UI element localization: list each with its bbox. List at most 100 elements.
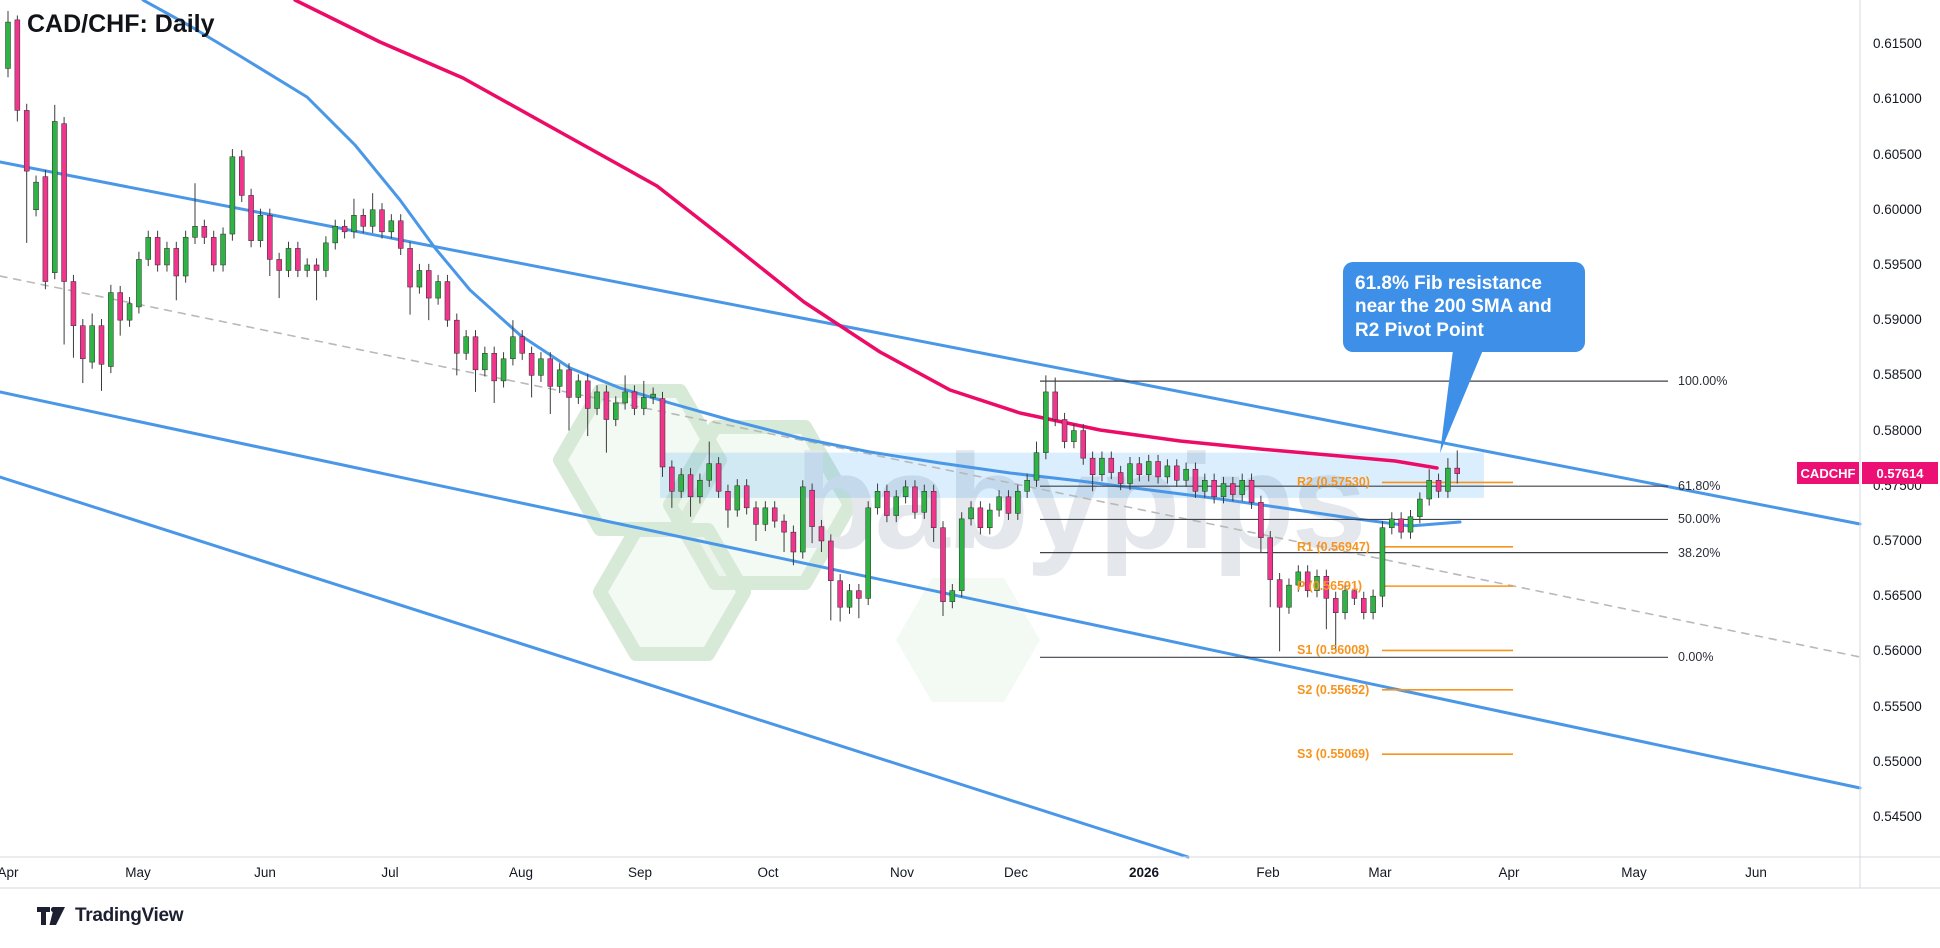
price-axis-label: 0.54500 — [1873, 808, 1922, 824]
candle-body-down — [14, 19, 21, 111]
candle-body-up — [1043, 391, 1049, 453]
candle-body-down — [818, 526, 825, 542]
candle-body-up — [1202, 479, 1208, 492]
candle — [687, 468, 694, 517]
candle — [482, 346, 488, 377]
candle — [1099, 451, 1105, 482]
candle-body-down — [1361, 598, 1367, 613]
candle-body-up — [1164, 465, 1171, 478]
candle-body-down — [248, 195, 254, 241]
candle-body-up — [1220, 483, 1227, 498]
candle-body-up — [136, 259, 142, 308]
candle — [1426, 469, 1432, 506]
annotation-callout[interactable]: 61.8% Fib resistance near the 200 SMA an… — [1343, 262, 1585, 353]
candle-body-down — [61, 123, 67, 282]
candle — [846, 584, 853, 614]
candle — [1230, 476, 1236, 502]
candle — [547, 352, 554, 414]
candle — [1267, 531, 1273, 608]
candle-body-down — [1192, 468, 1199, 492]
candle — [98, 319, 105, 391]
candle-body-down — [407, 248, 413, 288]
candle — [734, 479, 741, 517]
candle — [407, 241, 413, 315]
candle-body-down — [454, 319, 460, 354]
candle-body-up — [874, 491, 881, 509]
candle-body-down — [1258, 502, 1264, 538]
candle-body-up — [706, 463, 712, 481]
candle-body-down — [1155, 461, 1161, 478]
fib-level-label: 100.00% — [1678, 374, 1728, 389]
price-axis-label: 0.56500 — [1873, 588, 1922, 604]
candle — [164, 241, 170, 272]
candle-body-down — [23, 110, 30, 172]
candle — [706, 441, 712, 487]
candle — [1435, 473, 1442, 498]
time-axis-label: 2026 — [1128, 865, 1160, 880]
candle — [397, 214, 404, 256]
candle-body-down — [1136, 463, 1143, 475]
candle — [1155, 454, 1161, 484]
candle-body-down — [341, 226, 348, 233]
tradingview-logo[interactable]: TradingView — [36, 903, 184, 929]
candle — [1351, 584, 1358, 605]
time-axis[interactable]: Apr May Jun Jul Aug Sep Oct Nov Dec 2026 Feb Mar Apr… — [0, 857, 1940, 888]
candle-body-up — [622, 391, 628, 404]
candle-body-down — [930, 491, 937, 528]
candle-body-up — [1314, 576, 1320, 591]
candle-body-down — [239, 156, 245, 196]
price-axis[interactable]: 0.61500 0.61000 0.60500 0.60000 0.59500 0.590… — [1860, 0, 1940, 888]
time-axis-label: Jun — [1745, 865, 1767, 880]
candle — [753, 501, 759, 541]
candle-body-up — [500, 358, 507, 382]
candle — [89, 313, 95, 369]
tradingview-logo-text: TradingView — [75, 905, 184, 926]
time-axis-label: May — [1621, 865, 1647, 880]
channel-midline-dashed — [0, 275, 1861, 658]
candle — [435, 274, 441, 305]
candle — [61, 117, 67, 345]
candle-body-down — [781, 520, 787, 533]
candle — [743, 479, 750, 515]
candle-body-up — [1417, 498, 1423, 517]
candle-body-down — [1435, 479, 1442, 492]
candle — [874, 483, 881, 515]
candle — [1015, 484, 1021, 520]
candle — [369, 193, 376, 233]
candle-body-down — [809, 489, 815, 527]
candle — [958, 512, 965, 598]
candle-body-up — [510, 336, 516, 360]
candle-body-down — [1174, 465, 1180, 481]
candle-body-down — [725, 491, 731, 511]
candle-body-up — [108, 292, 114, 367]
candle — [52, 104, 58, 280]
candle — [332, 219, 338, 250]
candle-body-up — [556, 369, 563, 387]
last-price-badge: 0.57614 — [1862, 462, 1938, 485]
sma-100-line — [141, 0, 1462, 528]
pivot-level-label: R1 (0.56947) — [1297, 539, 1370, 554]
candle-body-up — [949, 590, 956, 602]
candle — [500, 352, 507, 388]
candle-body-up — [1183, 468, 1189, 481]
candle — [996, 490, 1002, 517]
candle — [126, 296, 133, 327]
candle-body-up — [304, 264, 310, 271]
candle-body-up — [1370, 595, 1376, 613]
candle — [1145, 454, 1152, 482]
fib-level-label: 0.00% — [1678, 650, 1714, 665]
candle-body-down — [276, 259, 282, 271]
candle-body-up — [1033, 452, 1040, 481]
candle-body-up — [1015, 491, 1021, 514]
candle — [949, 584, 956, 609]
candle-body-up — [1379, 527, 1386, 597]
candle-body-up — [52, 121, 58, 273]
candle — [1183, 462, 1189, 487]
candle-body-up — [893, 496, 899, 516]
candle-body-down — [1276, 579, 1283, 608]
candle-body-up — [351, 215, 357, 233]
candle — [1005, 490, 1012, 520]
price-axis-label: 0.60000 — [1873, 201, 1922, 217]
